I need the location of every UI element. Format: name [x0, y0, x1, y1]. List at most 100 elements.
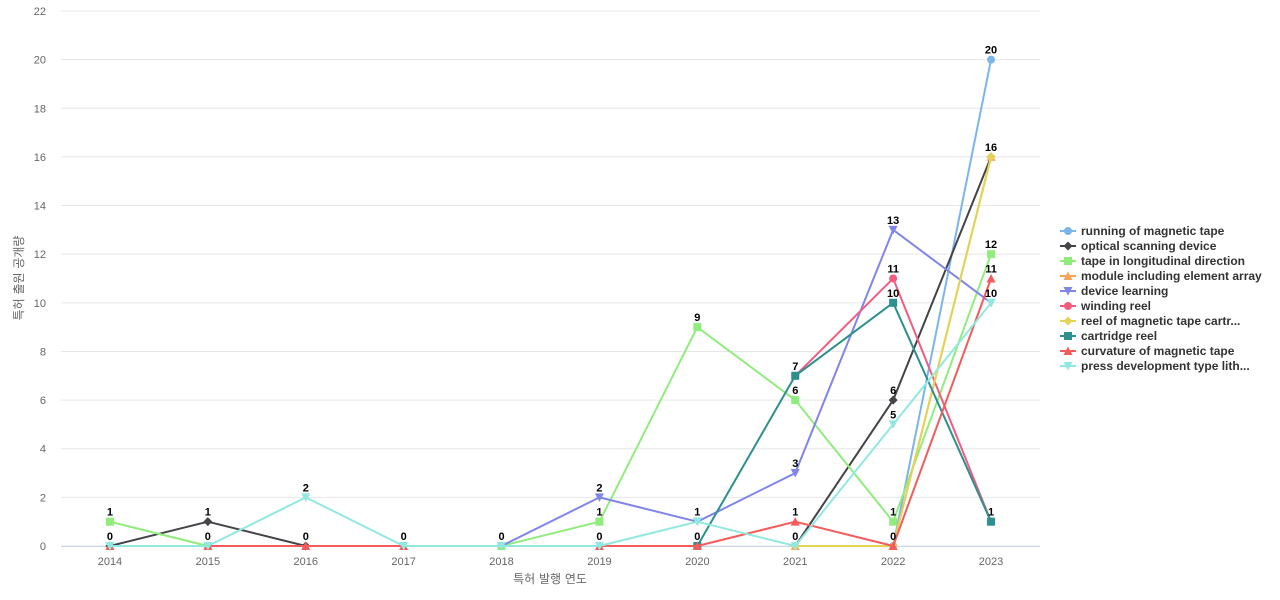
- data-label: 6: [792, 385, 798, 397]
- x-tick-label: 2023: [979, 556, 1003, 568]
- data-point: [888, 541, 898, 550]
- data-point: [791, 371, 800, 380]
- data-label: 2: [303, 482, 309, 494]
- y-tick-label: 0: [40, 541, 46, 553]
- legend-symbol: [1063, 287, 1073, 296]
- data-label: 1: [205, 507, 211, 519]
- data-point: [203, 517, 213, 527]
- data-label: 0: [694, 531, 700, 543]
- y-tick-label: 2: [40, 492, 46, 504]
- data-point: [301, 541, 311, 550]
- data-label: 1: [988, 507, 994, 519]
- data-label: 1: [596, 507, 602, 519]
- series-line: [108, 277, 993, 547]
- data-point: [692, 541, 702, 550]
- legend-item[interactable]: tape in longitudinal direction: [1060, 254, 1245, 268]
- data-label: 0: [498, 531, 504, 543]
- legend-label: device learning: [1081, 284, 1168, 298]
- data-point: [987, 250, 996, 259]
- y-axis: 0 2 4 6 8 10 12 14 16 18 20 22: [34, 6, 46, 553]
- legend-label: curvature of magnetic tape: [1081, 344, 1235, 358]
- series-9: [105, 274, 996, 550]
- data-label: 13: [887, 215, 899, 227]
- x-tick-label: 2019: [587, 556, 611, 568]
- y-tick-label: 16: [34, 152, 46, 164]
- data-point: [888, 225, 898, 235]
- x-tick-label: 2021: [783, 556, 807, 568]
- legend-item[interactable]: curvature of magnetic tape: [1060, 344, 1235, 358]
- legend-label: running of magnetic tape: [1081, 224, 1225, 238]
- x-axis-title: 특허 발행 연도: [513, 571, 587, 586]
- data-label: 1: [694, 507, 700, 519]
- legend-label: reel of magnetic tape cartr...: [1081, 314, 1240, 328]
- data-point: [889, 517, 898, 526]
- legend-symbol: [1063, 271, 1073, 280]
- legend-item[interactable]: cartridge reel: [1060, 329, 1157, 343]
- data-label: 0: [792, 531, 798, 543]
- series-line: [108, 301, 993, 547]
- legend-label: winding reel: [1080, 299, 1151, 313]
- x-tick-label: 2015: [196, 556, 220, 568]
- data-label: 1: [107, 507, 113, 519]
- legend-item[interactable]: winding reel: [1060, 299, 1151, 313]
- data-label: 10: [887, 288, 899, 300]
- legend-symbol: [1063, 241, 1073, 251]
- data-label: 0: [107, 531, 113, 543]
- legend-symbol: [1064, 302, 1072, 310]
- legend-item[interactable]: optical scanning device: [1060, 239, 1217, 253]
- y-tick-label: 22: [34, 6, 46, 18]
- legend-label: cartridge reel: [1081, 329, 1157, 343]
- legend-item[interactable]: press development type lith...: [1060, 359, 1250, 373]
- data-point: [889, 274, 898, 283]
- data-point: [693, 323, 702, 332]
- data-point: [986, 298, 996, 308]
- series-8: [693, 298, 996, 550]
- data-label: 0: [401, 531, 407, 543]
- legend-item[interactable]: running of magnetic tape: [1060, 224, 1225, 238]
- x-tick-label: 2018: [489, 556, 513, 568]
- data-point: [790, 542, 800, 551]
- data-point: [987, 55, 996, 64]
- data-point: [595, 517, 604, 526]
- y-tick-label: 4: [40, 444, 46, 456]
- data-label: 1: [792, 507, 798, 519]
- x-tick-label: 2017: [391, 556, 415, 568]
- x-tick-label: 2016: [294, 556, 318, 568]
- legend-item[interactable]: module including element array: [1060, 269, 1262, 283]
- x-tick-label: 2022: [881, 556, 905, 568]
- y-axis-title: 특허 출원 공개량: [12, 236, 26, 321]
- legend-symbol: [1064, 332, 1072, 340]
- data-label: 0: [890, 531, 896, 543]
- data-point: [594, 493, 604, 502]
- data-point: [986, 152, 996, 162]
- y-tick-label: 14: [34, 201, 46, 213]
- data-point: [399, 542, 409, 551]
- legend-label: optical scanning device: [1081, 239, 1217, 253]
- data-point: [692, 517, 702, 527]
- legend-symbol: [1063, 346, 1073, 355]
- series-line: [696, 301, 993, 547]
- y-tick-label: 8: [40, 346, 46, 358]
- y-tick-label: 18: [34, 103, 46, 115]
- series-line: [500, 228, 993, 547]
- legend-label: tape in longitudinal direction: [1081, 254, 1245, 268]
- y-tick-label: 12: [34, 249, 46, 261]
- data-point: [594, 542, 604, 551]
- y-tick-label: 20: [34, 55, 46, 67]
- data-label: 11: [985, 264, 997, 276]
- data-label: 12: [985, 239, 997, 251]
- legend-symbol: [1064, 257, 1072, 265]
- data-label: 1: [890, 507, 896, 519]
- legend-symbol: [1063, 362, 1073, 371]
- data-label: 20: [985, 45, 997, 57]
- data-point: [889, 298, 898, 307]
- legend-symbol: [1063, 316, 1073, 326]
- legend-item[interactable]: reel of magnetic tape cartr...: [1060, 314, 1240, 328]
- legend-item[interactable]: device learning: [1060, 284, 1168, 298]
- data-point: [987, 517, 996, 526]
- data-label: 3: [792, 458, 798, 470]
